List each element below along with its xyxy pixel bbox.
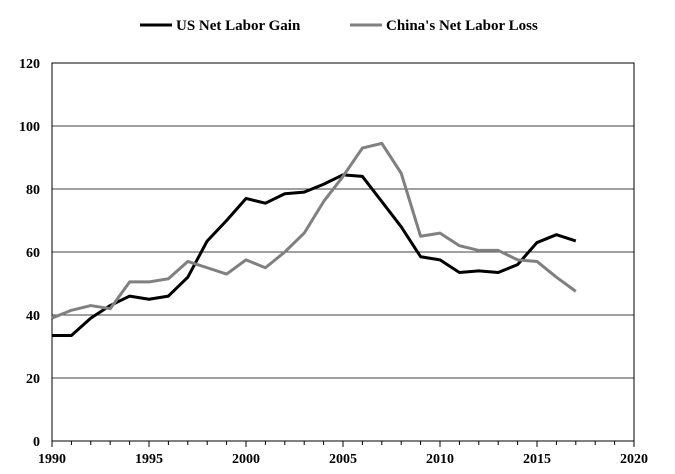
- x-tick-label-2000: 2000: [232, 452, 260, 467]
- y-tick-label-40: 40: [26, 309, 40, 324]
- gridlines: [52, 126, 634, 378]
- y-tick-label-120: 120: [19, 57, 40, 72]
- legend-label-china-net-labor-loss: China's Net Labor Loss: [386, 18, 538, 34]
- x-tick-label-2005: 2005: [329, 452, 357, 467]
- y-tick-label-60: 60: [26, 246, 40, 261]
- y-tick-label-80: 80: [26, 183, 40, 198]
- y-tick-label-0: 0: [33, 435, 40, 450]
- x-tick-label-2015: 2015: [523, 452, 551, 467]
- series-line-us-net-labor-gain: [52, 175, 576, 336]
- legend: US Net Labor Gain China's Net Labor Loss: [140, 18, 538, 34]
- legend-label-us-net-labor-gain: US Net Labor Gain: [176, 18, 301, 34]
- axes: 0 20 40 60 80 100 120 1990 1995 2000 2005 2010 2015 2…: [19, 57, 648, 467]
- y-tick-label-100: 100: [19, 120, 40, 135]
- x-tick-label-2020: 2020: [620, 452, 648, 467]
- x-tick-label-1990: 1990: [38, 452, 66, 467]
- x-tick-label-1995: 1995: [135, 452, 163, 467]
- x-tick-label-2010: 2010: [426, 452, 454, 467]
- series-lines: [52, 143, 576, 335]
- y-tick-label-20: 20: [26, 372, 40, 387]
- series-line-china-net-labor-loss: [52, 143, 576, 318]
